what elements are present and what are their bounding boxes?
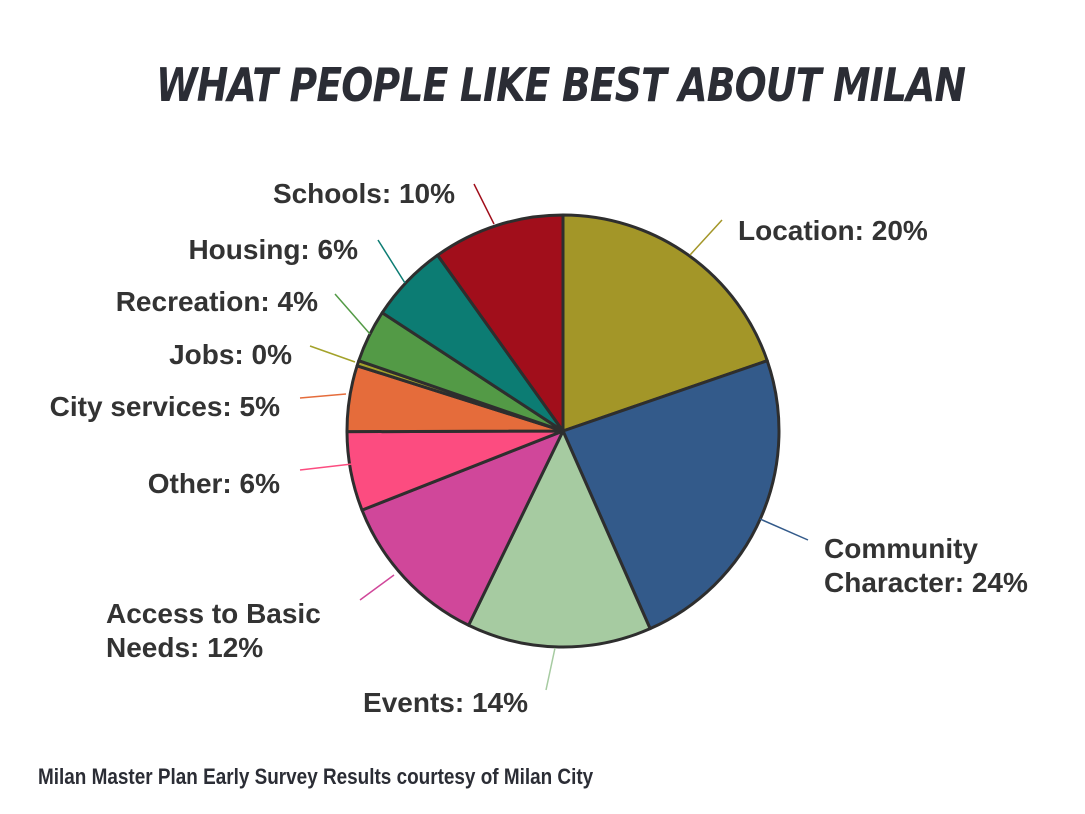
slice-label: Events: 14% xyxy=(363,687,528,718)
chart-title: WHAT PEOPLE LIKE BEST ABOUT MILAN xyxy=(156,58,966,112)
pie-slice xyxy=(467,429,652,649)
pie-slice xyxy=(561,359,781,631)
pie-slices xyxy=(345,213,781,649)
slice-label: Housing: 6% xyxy=(188,234,358,265)
source-note: Milan Master Plan Early Survey Results c… xyxy=(38,764,594,789)
pie-slice xyxy=(436,213,565,433)
slice-label: Community Character: 24% xyxy=(824,533,1028,598)
leader-line xyxy=(473,183,495,225)
leader-line xyxy=(689,219,723,256)
slice-label: Access to Basic Needs: 12% xyxy=(106,598,321,663)
leader-line xyxy=(299,463,353,471)
slice-labels: Location: 20% Community Character: 24% Even… xyxy=(50,178,1028,718)
leader-line xyxy=(545,647,556,691)
leader-line xyxy=(334,293,371,335)
leader-line xyxy=(309,345,356,363)
leader-line xyxy=(299,393,347,399)
slice-label: City services: 5% xyxy=(50,391,280,422)
slice-label: Jobs: 0% xyxy=(169,339,292,370)
slice-label: Recreation: 4% xyxy=(116,286,318,317)
leader-line xyxy=(759,518,809,541)
leader-lines xyxy=(299,183,809,691)
slice-label: Location: 20% xyxy=(738,215,928,246)
leader-line xyxy=(359,574,395,601)
leader-line xyxy=(377,239,406,284)
slice-label: Other: 6% xyxy=(148,468,280,499)
slice-label: Schools: 10% xyxy=(273,178,455,209)
pie-slice xyxy=(360,429,565,627)
